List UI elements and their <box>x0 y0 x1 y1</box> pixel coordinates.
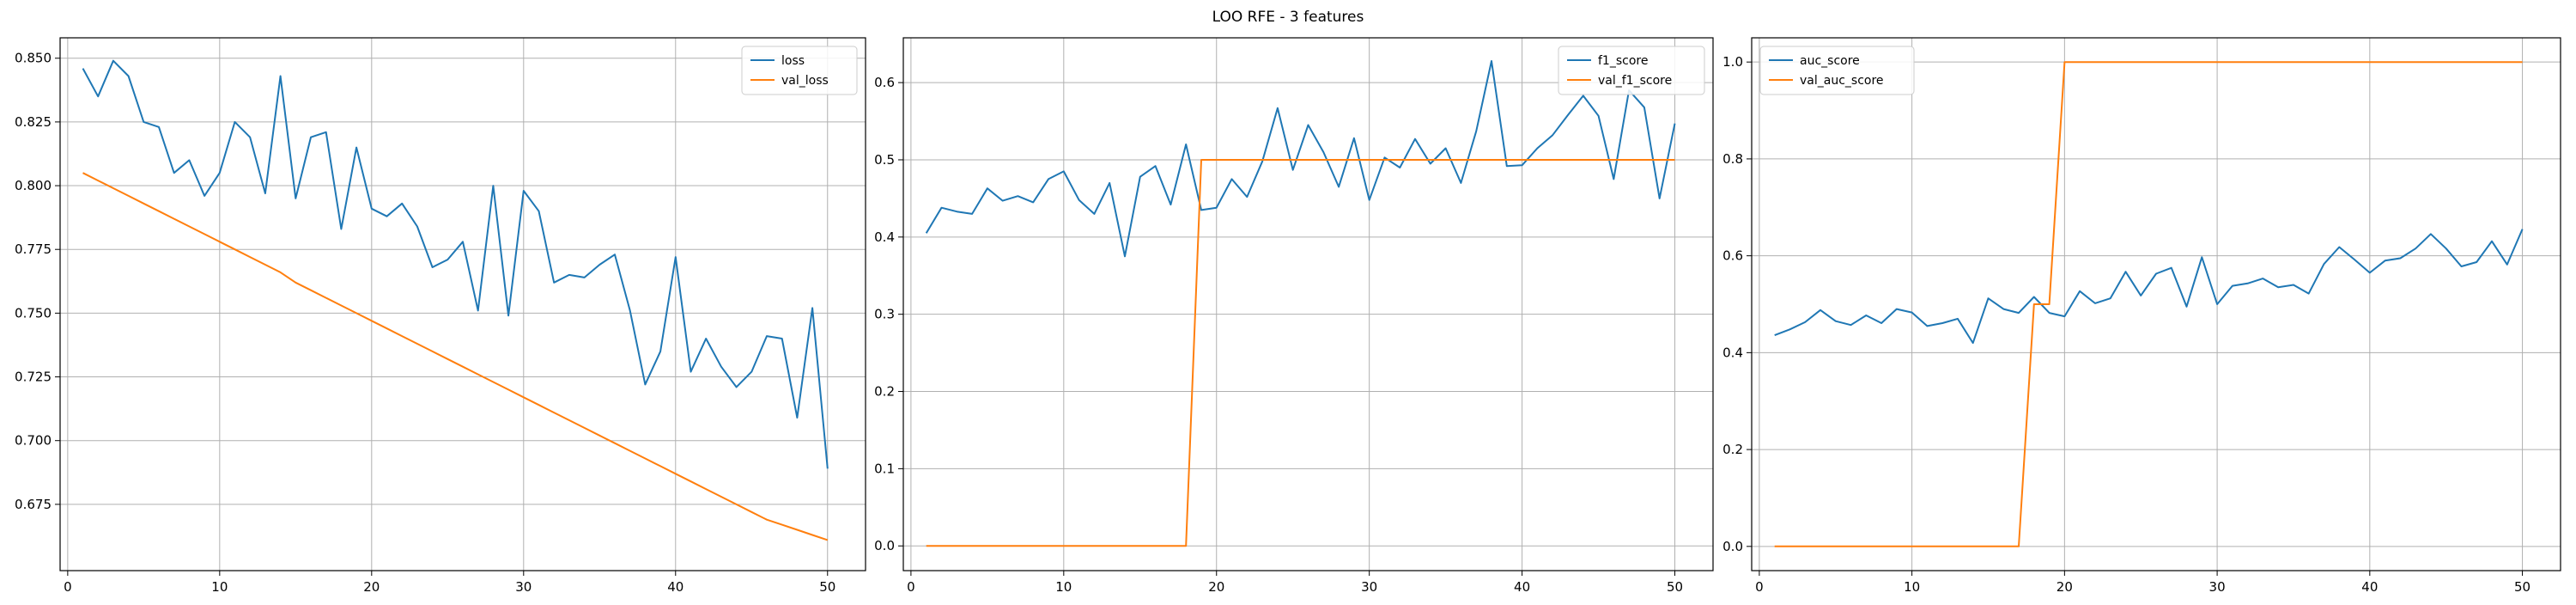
legend-label: f1_score <box>1598 54 1648 68</box>
y-tick-label: 0.3 <box>874 307 895 322</box>
legend: auc_score val_auc_score <box>1759 46 1915 95</box>
y-tick-label: 0.8 <box>1722 151 1743 167</box>
series-line-val_loss <box>82 172 829 541</box>
y-tick-label: 0.775 <box>15 241 52 257</box>
legend: f1_score val_f1_score <box>1558 46 1705 95</box>
y-tick-label: 0.4 <box>874 229 895 245</box>
legend-box <box>741 46 858 95</box>
y-tick-label: 0.2 <box>874 384 895 400</box>
y-tick-label: 0.675 <box>15 497 52 512</box>
legend-label: val_auc_score <box>1800 74 1884 88</box>
y-tick-label: 0.725 <box>15 370 52 385</box>
x-tick-label: 20 <box>2057 579 2073 595</box>
y-tick-label: 0.0 <box>1722 539 1743 554</box>
x-tick-label: 30 <box>515 579 532 595</box>
x-tick-label: 0 <box>907 579 915 595</box>
series-line-auc_score <box>1774 229 2524 345</box>
series-line-val_auc_score <box>1774 61 2523 547</box>
x-tick-label: 50 <box>2514 579 2530 595</box>
y-tick-label: 1.0 <box>1722 54 1743 70</box>
x-tick-label: 30 <box>1361 579 1377 595</box>
y-tick-label: 0.800 <box>15 178 52 193</box>
y-tick-label: 0.6 <box>874 75 895 90</box>
x-tick-label: 10 <box>1904 579 1920 595</box>
legend-label: auc_score <box>1800 54 1860 68</box>
x-tick-label: 20 <box>363 579 380 595</box>
x-tick-label: 10 <box>211 579 228 595</box>
y-tick-label: 0.825 <box>15 114 52 130</box>
chart-1: 0 10 20 30 40 50 0.675 0.700 0.725 0.750 0.775 0.80… <box>15 37 866 595</box>
figure-title: LOO RFE - 3 features <box>1212 9 1364 26</box>
y-tick-label: 0.750 <box>15 305 52 321</box>
y-tick-label: 0.700 <box>15 433 52 449</box>
y-tick-label: 0.4 <box>1722 345 1743 360</box>
chart-3: 0 10 20 30 40 50 0.0 0.2 0.4 0.6 0.8 1.0 auc_scoreva… <box>1722 37 2561 595</box>
axes-frame <box>902 37 1714 571</box>
x-tick-label: 50 <box>1667 579 1683 595</box>
y-tick-label: 0.850 <box>15 51 52 66</box>
y-tick-label: 0.1 <box>874 461 895 476</box>
chart-2: 0 10 20 30 40 50 0.0 0.1 0.2 0.3 0.4 0.5 0.6 f1_score… <box>874 37 1714 595</box>
series-line-val_f1_score <box>926 159 1675 547</box>
x-tick-label: 0 <box>1755 579 1764 595</box>
y-tick-label: 0.2 <box>1722 442 1743 457</box>
y-tick-label: 0.0 <box>874 538 895 553</box>
x-tick-label: 50 <box>819 579 835 595</box>
legend-label: val_loss <box>781 74 829 88</box>
axes-frame <box>59 37 866 571</box>
legend-box <box>1558 46 1705 95</box>
legend-label: val_f1_score <box>1598 74 1672 88</box>
y-tick-label: 0.5 <box>874 152 895 168</box>
x-tick-label: 10 <box>1055 579 1072 595</box>
legend: loss val_loss <box>741 46 858 95</box>
x-tick-label: 40 <box>2361 579 2378 595</box>
x-tick-label: 0 <box>64 579 72 595</box>
axes-frame <box>1751 37 2561 571</box>
series-line-loss <box>82 59 829 469</box>
x-tick-label: 20 <box>1208 579 1224 595</box>
x-tick-label: 40 <box>667 579 683 595</box>
x-tick-label: 30 <box>2209 579 2226 595</box>
x-tick-label: 40 <box>1514 579 1530 595</box>
legend-box <box>1759 46 1915 95</box>
legend-label: loss <box>781 54 805 68</box>
y-tick-label: 0.6 <box>1722 248 1743 264</box>
series-line-f1_score <box>925 60 1676 258</box>
